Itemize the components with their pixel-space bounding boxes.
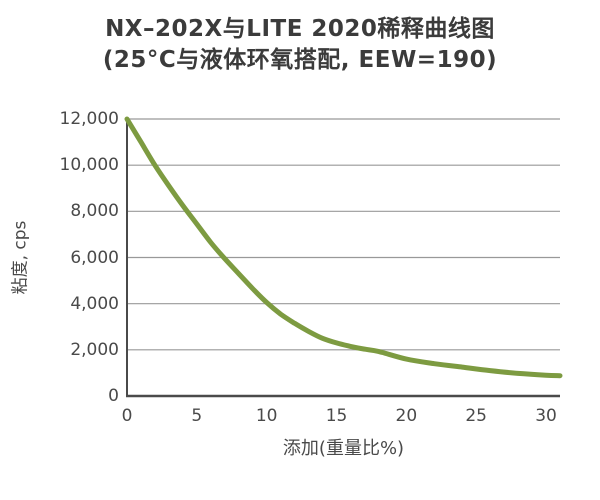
chart-title-line2: (25°C与液体环氧搭配, EEW=190) (102, 47, 498, 73)
y-tick-label-4000: 4,000 (70, 293, 119, 314)
x-tick-label-5: 5 (191, 406, 203, 426)
y-tick-label-0: 0 (108, 386, 119, 406)
chart-title-line1: NX–202X与LITE 2020稀释曲线图 (105, 16, 495, 42)
x-tick-label-10: 10 (255, 406, 278, 426)
x-tick-label-0: 0 (121, 406, 133, 426)
x-tick-label-30: 30 (535, 406, 557, 426)
y-tick-label-8000: 8,000 (70, 201, 119, 222)
dilution-curve (124, 116, 563, 379)
y-tick-label-2000: 2,000 (70, 339, 119, 360)
y-tick-label-6000: 6,000 (70, 247, 119, 268)
x-axis-title: 添加(重量比%) (282, 438, 405, 459)
x-tick-label-25: 25 (465, 406, 487, 426)
x-tick-label-20: 20 (395, 406, 418, 426)
chart-title: NX–202X与LITE 2020稀释曲线图 (25°C与液体环氧搭配, EEW… (0, 14, 600, 76)
y-tick-label-10000: 10,000 (59, 155, 119, 176)
x-tick-label-15: 15 (325, 406, 348, 426)
y-tick-label-12000: 12,000 (59, 109, 119, 129)
